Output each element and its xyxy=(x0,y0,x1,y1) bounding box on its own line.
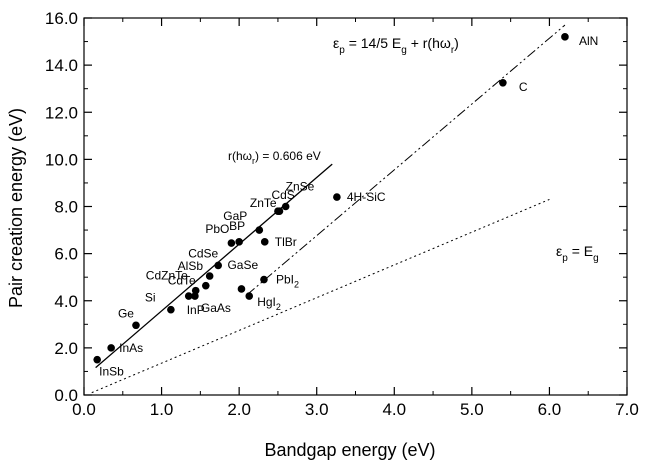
point-label-znse: ZnSe xyxy=(286,180,315,194)
x-axis-label: Bandgap energy (eV) xyxy=(264,440,435,460)
point-label-ge: Ge xyxy=(118,306,134,320)
point-label-gaas: GaAs xyxy=(201,301,231,315)
dashed-line-annotation: εp = 14/5 Eg + r(hωr) xyxy=(333,35,459,56)
y-tick-label: 16.0 xyxy=(45,9,78,28)
x-tick-label: 2.0 xyxy=(227,400,251,419)
point-cdte xyxy=(191,286,200,295)
point-label-bp: BP xyxy=(229,219,245,233)
point-pbi2 xyxy=(260,275,268,284)
point-tlbr xyxy=(260,238,269,246)
x-tick-label: 7.0 xyxy=(615,400,639,419)
solid-line-annotation: r(hωr) = 0.606 eV xyxy=(228,149,321,166)
plot-frame xyxy=(83,17,628,396)
dotted-line-annotation: εp = Eg xyxy=(556,243,599,264)
point-aln xyxy=(561,33,569,41)
y-tick-label: 2.0 xyxy=(54,339,78,358)
y-tick-label: 8.0 xyxy=(54,198,78,217)
x-tick-label: 0.0 xyxy=(72,400,96,419)
point-label-insb: InSb xyxy=(99,365,124,379)
point-ge xyxy=(132,321,140,330)
point-label-pbo: PbO xyxy=(205,222,229,236)
point-c xyxy=(499,78,507,87)
point-gap xyxy=(255,226,264,234)
point-label-gase: GaSe xyxy=(227,258,258,272)
point-cdse xyxy=(214,261,222,270)
y-tick-label: 12.0 xyxy=(45,103,78,122)
point-znse xyxy=(281,202,290,211)
trend-lines xyxy=(91,24,566,394)
point-label-inas: InAs xyxy=(119,341,143,355)
y-tick-label: 4.0 xyxy=(54,292,78,311)
y-axis-ticks: 0.0 2.0 4.0 6.0 8.0 10.0 12.0 14.0 16.0 xyxy=(45,9,627,405)
point-bp xyxy=(235,238,243,246)
trend-line-solid xyxy=(95,163,333,369)
x-tick-label: 3.0 xyxy=(305,400,329,419)
x-axis-ticks: 0.0 1.0 2.0 3.0 4.0 5.0 6.0 7.0 xyxy=(72,18,639,419)
point-hgi2 xyxy=(245,292,254,300)
point-label-4h-sic: 4H-SiC xyxy=(347,190,386,204)
point-label-cdse: CdSe xyxy=(188,246,218,260)
y-tick-label: 6.0 xyxy=(54,245,78,264)
point-label-hgi2: HgI2 xyxy=(257,295,281,312)
point-alsb xyxy=(205,272,214,280)
trend-line-dash-dot-dot xyxy=(246,24,566,296)
point-pbo xyxy=(227,239,236,247)
point-4h-sic xyxy=(333,193,341,201)
point-label-c: C xyxy=(519,80,528,94)
point-si xyxy=(167,305,175,314)
y-tick-label: 14.0 xyxy=(45,56,78,75)
x-tick-label: 1.0 xyxy=(150,400,174,419)
data-points xyxy=(93,33,569,364)
point-label-si: Si xyxy=(145,291,156,305)
point-label-znte: ZnTe xyxy=(250,196,277,210)
point-inas xyxy=(107,344,115,352)
x-tick-label: 4.0 xyxy=(382,400,406,419)
point-cdznte xyxy=(201,281,210,290)
y-tick-label: 10.0 xyxy=(45,150,78,169)
point-label-cdte: CdTe xyxy=(168,274,196,288)
point-label-pbi2: PbI2 xyxy=(276,273,299,290)
y-tick-label: 0.0 xyxy=(54,386,78,405)
point-label-alsb: AlSb xyxy=(178,259,204,273)
y-axis-label: Pair creation energy (eV) xyxy=(6,108,26,308)
trend-line-dotted xyxy=(91,198,550,394)
point-label-inp: InP xyxy=(187,303,205,317)
point-label-gap: GaP xyxy=(223,209,247,223)
x-tick-label: 6.0 xyxy=(538,400,562,419)
point-insb xyxy=(93,355,101,364)
point-label-aln: AlN xyxy=(579,34,598,48)
x-tick-label: 5.0 xyxy=(460,400,484,419)
point-gase xyxy=(237,285,246,293)
point-label-tlbr: TlBr xyxy=(275,235,297,249)
point-cds xyxy=(275,207,284,216)
point-label-cds: CdS xyxy=(271,188,294,202)
point-inp xyxy=(184,292,193,300)
point-label-cdznte: CdZnTe xyxy=(146,269,188,283)
